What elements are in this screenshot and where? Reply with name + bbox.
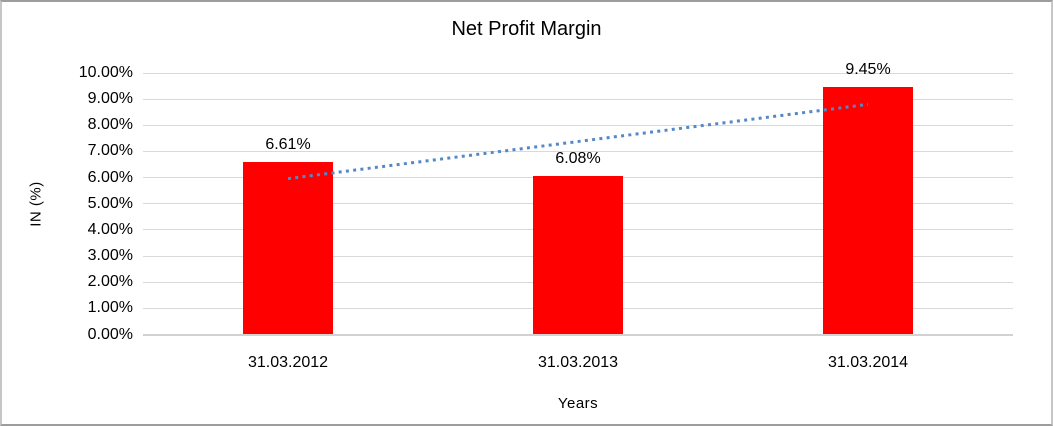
x-axis-title: Years	[557, 395, 599, 412]
y-tick-label: 2.00%	[87, 273, 133, 291]
y-tick-label: 6.00%	[87, 168, 133, 186]
bar-31.03.2014	[823, 87, 913, 335]
x-tick-label: 31.03.2013	[537, 354, 619, 371]
y-axis-title: IN (%)	[27, 181, 45, 227]
bar-data-label: 9.45%	[845, 61, 891, 79]
bar-31.03.2013	[533, 175, 623, 335]
bar-data-label: 6.61%	[265, 135, 311, 153]
y-tick-label: 7.00%	[87, 142, 133, 160]
chart-title: Net Profit Margin	[451, 18, 602, 40]
bar-data-label: 6.08%	[555, 149, 601, 167]
y-tick-label: 8.00%	[87, 116, 133, 134]
y-tick-label: 10.00%	[78, 64, 133, 81]
x-axis-line	[143, 333, 1013, 336]
gridline	[143, 98, 1013, 100]
y-tick-label: 4.00%	[87, 220, 133, 238]
y-tick-label: 0.00%	[87, 325, 133, 343]
y-tick-label: 5.00%	[87, 194, 133, 212]
y-tick-label: 3.00%	[87, 247, 133, 265]
y-tick-label: 9.00%	[87, 90, 133, 108]
bar-31.03.2012	[243, 161, 333, 335]
x-tick-label: 31.03.2014	[827, 354, 909, 371]
y-tick-label: 1.00%	[87, 299, 133, 317]
x-tick-label: 31.03.2012	[247, 354, 329, 371]
gridline	[143, 72, 1013, 74]
